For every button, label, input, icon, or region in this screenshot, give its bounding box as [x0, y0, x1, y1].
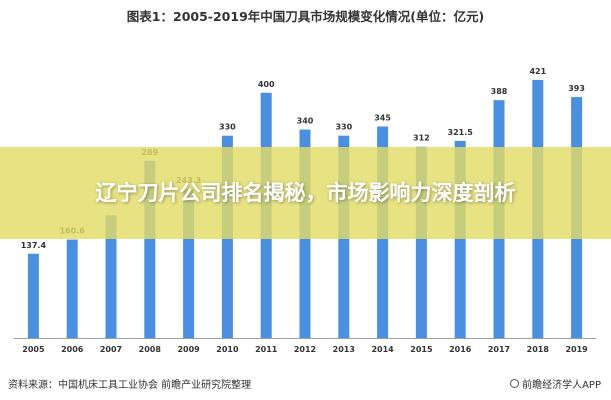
value-label-2012: 340 — [297, 117, 314, 126]
headline-banner: 辽宁刀片公司排名揭秘，市场影响力深度剖析 — [0, 147, 611, 239]
x-tick-2015: 2015 — [410, 345, 433, 354]
value-label-2019: 393 — [568, 84, 585, 93]
bar-2015 — [415, 146, 427, 338]
bar-2007 — [105, 215, 117, 338]
x-tick-2012: 2012 — [294, 345, 316, 354]
bar-2005 — [27, 253, 39, 338]
brand-logo-icon — [510, 379, 520, 388]
x-tick-2017: 2017 — [488, 345, 510, 354]
value-label-2011: 400 — [258, 80, 275, 89]
x-tick-2016: 2016 — [449, 345, 472, 354]
x-tick-2005: 2005 — [22, 345, 45, 354]
value-label-2013: 330 — [335, 123, 352, 132]
x-tick-2011: 2011 — [255, 345, 278, 354]
x-tick-2009: 2009 — [177, 345, 200, 354]
x-tick-2007: 2007 — [100, 345, 122, 354]
bar-2016 — [454, 140, 466, 338]
source-note: 资料来源：中国机床工具工业协会 前瞻产业研究院整理 — [8, 380, 252, 391]
value-label-2018: 421 — [529, 67, 546, 76]
headline-text: 辽宁刀片公司排名揭秘，市场影响力深度剖析 — [95, 181, 516, 205]
x-tick-2008: 2008 — [139, 345, 162, 354]
x-tick-labels-group: 2005 2006 2007 2008 2009 2010 2011 2012 2013 2014… — [22, 345, 588, 354]
value-label-2016: 321.5 — [448, 128, 474, 137]
brand-label: 前瞻经济学人APP — [522, 380, 601, 391]
value-label-2014: 345 — [374, 114, 391, 123]
x-tick-2014: 2014 — [371, 345, 394, 354]
bar-2008 — [144, 160, 156, 338]
bar-2006 — [66, 239, 78, 338]
x-tick-2013: 2013 — [333, 345, 355, 354]
value-label-2010: 330 — [219, 123, 236, 132]
value-label-2005: 137.4 — [21, 241, 47, 250]
x-tick-2019: 2019 — [565, 345, 588, 354]
brand-mark: 前瞻经济学人APP — [510, 376, 601, 391]
chart-title: 图表1：2005-2019年中国刀具市场规模变化情况(单位：亿元) — [126, 9, 485, 24]
x-tick-2010: 2010 — [216, 345, 239, 354]
bar-2009 — [183, 188, 195, 338]
value-label-2017: 388 — [491, 87, 508, 96]
x-tick-2018: 2018 — [527, 345, 550, 354]
value-label-2015: 312 — [413, 134, 430, 143]
x-tick-2006: 2006 — [61, 345, 84, 354]
